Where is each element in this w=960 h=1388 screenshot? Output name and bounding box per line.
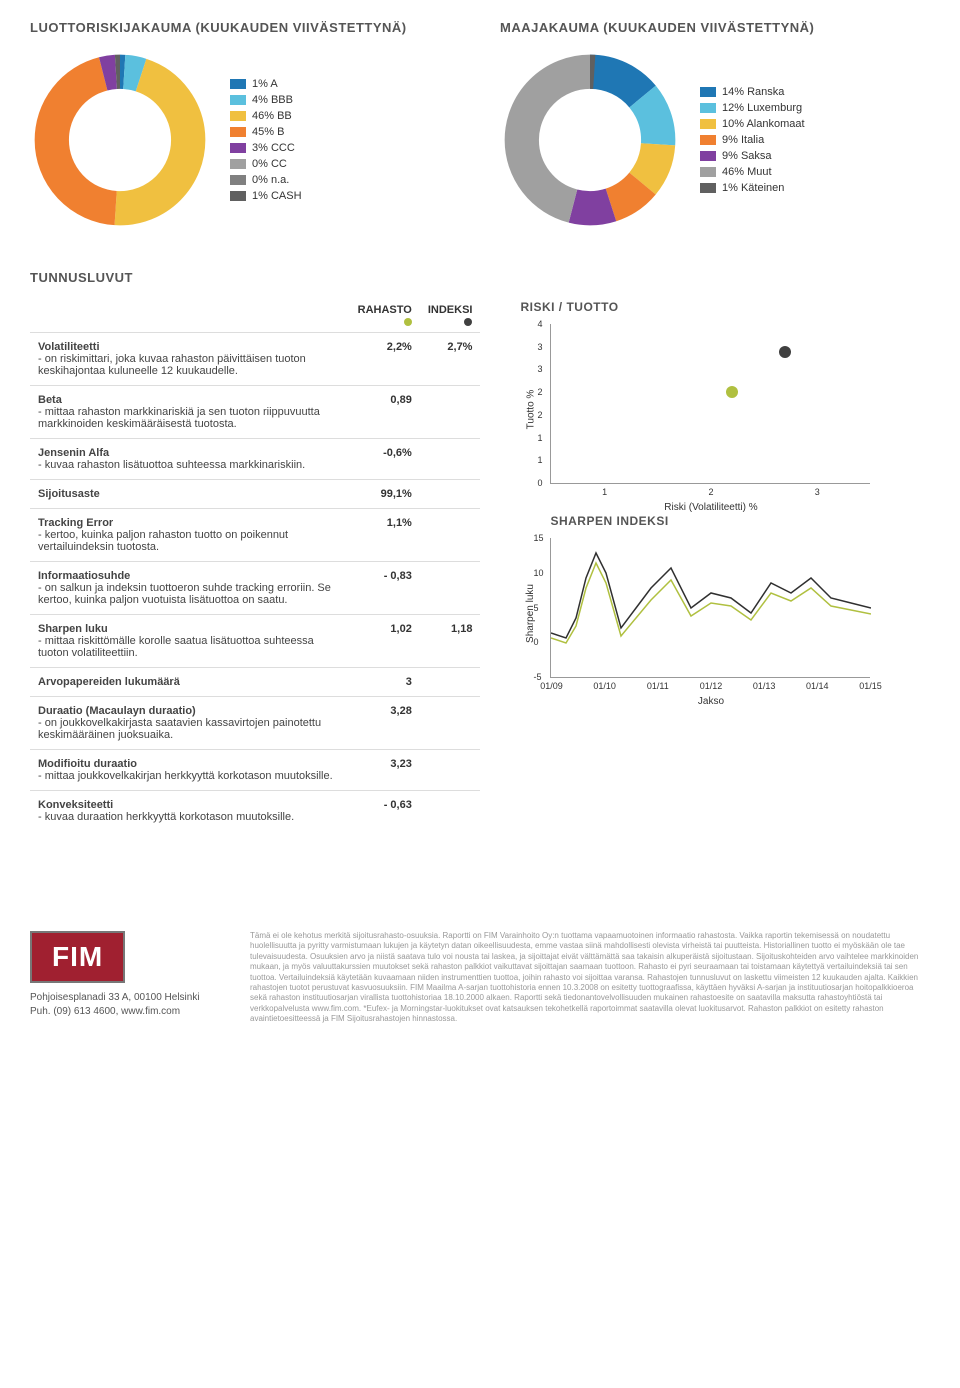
- metrics-table: RAHASTO INDEKSI Volatiliteetti- on riski…: [30, 300, 480, 831]
- legend-item: 1% A: [230, 78, 302, 90]
- legend-item: 0% n.a.: [230, 174, 302, 186]
- donut1-legend: 1% A 4% BBB 46% BB 45% B 3% CCC 0% CC 0% n.a. 1…: [230, 78, 302, 202]
- metric-row: Sharpen luku- mittaa riskittömälle korol…: [30, 615, 480, 668]
- metric-row: Jensenin Alfa- kuvaa rahaston lisätuotto…: [30, 439, 480, 480]
- sharpen-title: SHARPEN INDEKSI: [550, 514, 930, 528]
- risk-return-scatter: Tuotto % Riski (Volatiliteetti) % 011223…: [550, 324, 870, 484]
- metric-row: Modifioitu duraatio- mittaa joukkovelkak…: [30, 750, 480, 791]
- scatter-ylabel: Tuotto %: [526, 389, 537, 429]
- footer-address: Pohjoisesplanadi 33 A, 00100 Helsinki Pu…: [30, 991, 220, 1019]
- sharpen-ylabel: Sharpen luku: [525, 584, 536, 643]
- legend-item: 1% Käteinen: [700, 182, 805, 194]
- legend-item: 14% Ranska: [700, 86, 805, 98]
- tunnusluvut-title: TUNNUSLUVUT: [30, 270, 930, 285]
- scatter-point: [779, 346, 791, 358]
- donut2-svg: [500, 50, 680, 230]
- legend-item: 1% CASH: [230, 190, 302, 202]
- riski-title: RISKI / TUOTTO: [520, 300, 930, 314]
- fim-logo: FIM: [30, 931, 125, 983]
- metric-row: Sijoitusaste99,1%: [30, 480, 480, 509]
- donut-charts-row: LUOTTORISKIJAKAUMA (KUUKAUDEN VIIVÄSTETT…: [30, 20, 930, 230]
- country-chart: MAAJAKAUMA (KUUKAUDEN VIIVÄSTETTYNÄ) 14%…: [500, 20, 930, 230]
- legend-item: 10% Alankomaat: [700, 118, 805, 130]
- legend-item: 45% B: [230, 126, 302, 138]
- metric-row: Informaatiosuhde- on salkun ja indeksin …: [30, 562, 480, 615]
- metric-row: Konveksiteetti- kuvaa duraation herkkyyt…: [30, 791, 480, 832]
- legend-item: 9% Italia: [700, 134, 805, 146]
- sharpen-line-chart: Sharpen luku Jakso -505101501/0901/1001/…: [550, 538, 870, 678]
- credit-risk-chart: LUOTTORISKIJAKAUMA (KUUKAUDEN VIIVÄSTETT…: [30, 20, 460, 230]
- legend-item: 46% BB: [230, 110, 302, 122]
- chart2-title: MAAJAKAUMA (KUUKAUDEN VIIVÄSTETTYNÄ): [500, 20, 930, 35]
- metric-row: Arvopapereiden lukumäärä3: [30, 668, 480, 697]
- legend-item: 9% Saksa: [700, 150, 805, 162]
- metric-row: Volatiliteetti- on riskimittari, joka ku…: [30, 333, 480, 386]
- col-indeksi: INDEKSI: [420, 300, 481, 333]
- scatter-xlabel: Riski (Volatiliteetti) %: [664, 502, 757, 513]
- donut2-legend: 14% Ranska 12% Luxemburg 10% Alankomaat 9% …: [700, 86, 805, 194]
- donut1-svg: [30, 50, 210, 230]
- metric-row: Beta- mittaa rahaston markkinariskiä ja …: [30, 386, 480, 439]
- sharpen-xlabel: Jakso: [698, 696, 724, 707]
- legend-item: 12% Luxemburg: [700, 102, 805, 114]
- metric-row: Tracking Error- kertoo, kuinka paljon ra…: [30, 509, 480, 562]
- legend-item: 46% Muut: [700, 166, 805, 178]
- chart1-title: LUOTTORISKIJAKAUMA (KUUKAUDEN VIIVÄSTETT…: [30, 20, 460, 35]
- footer: FIM Pohjoisesplanadi 33 A, 00100 Helsink…: [30, 931, 930, 1045]
- footer-disclaimer: Tämä ei ole kehotus merkitä sijoitusraha…: [250, 931, 930, 1025]
- metric-row: Duraatio (Macaulayn duraatio)- on joukko…: [30, 697, 480, 750]
- legend-item: 0% CC: [230, 158, 302, 170]
- legend-item: 3% CCC: [230, 142, 302, 154]
- scatter-point: [726, 386, 738, 398]
- col-rahasto: RAHASTO: [350, 300, 420, 333]
- legend-item: 4% BBB: [230, 94, 302, 106]
